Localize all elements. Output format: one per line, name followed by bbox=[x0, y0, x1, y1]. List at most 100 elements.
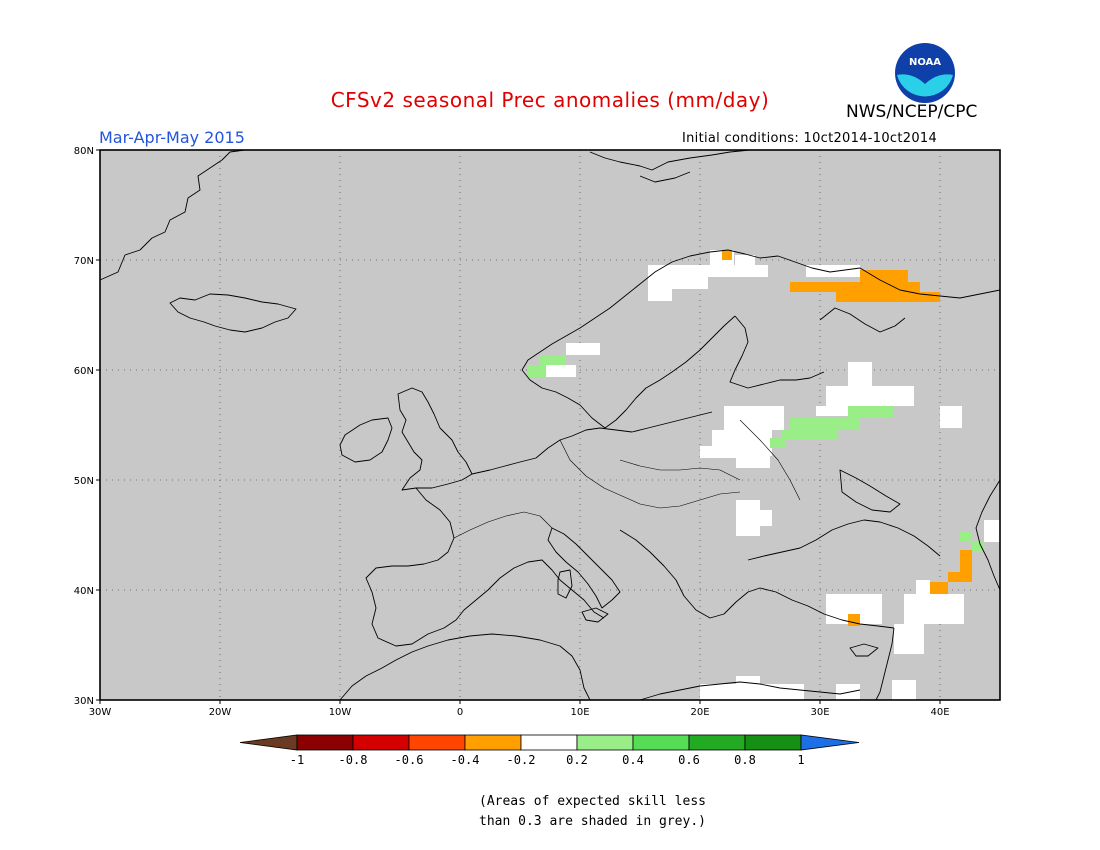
norway-coast bbox=[521, 249, 861, 371]
skill-note-line-1: (Areas of expected skill less bbox=[479, 794, 706, 809]
lon-tick-label: 30E bbox=[810, 707, 829, 718]
legend-label: -1 bbox=[290, 753, 304, 767]
balkans-turkey-coast bbox=[619, 529, 895, 629]
lat-tick-label: 50N bbox=[74, 476, 94, 487]
anomaly-cell bbox=[540, 355, 566, 365]
anomaly-cell bbox=[760, 510, 772, 526]
map-frame bbox=[99, 149, 1001, 701]
anomaly-cell bbox=[566, 343, 600, 355]
svalbard-coast bbox=[589, 149, 751, 171]
anomaly-cell bbox=[528, 365, 546, 377]
kola-coast bbox=[859, 267, 1001, 299]
cyprus-coast bbox=[849, 643, 879, 657]
anomaly-cell bbox=[848, 406, 894, 418]
anomaly-cell bbox=[782, 430, 838, 440]
baltic-south-coast bbox=[471, 411, 713, 475]
anomaly-cell bbox=[972, 542, 984, 552]
anomaly-cell bbox=[736, 500, 760, 536]
anomaly-cell bbox=[546, 365, 576, 377]
legend-label: 0.2 bbox=[566, 753, 588, 767]
noaa-logo: NOAA bbox=[894, 42, 956, 104]
ukraine-border bbox=[739, 419, 801, 501]
legend-swatch bbox=[464, 734, 522, 751]
anomaly-cell bbox=[916, 580, 930, 594]
anomaly-cell bbox=[700, 446, 736, 458]
levant-coast bbox=[875, 627, 895, 701]
legend-label: 0.8 bbox=[734, 753, 756, 767]
lon-tick-label: 20W bbox=[209, 707, 232, 718]
anomaly-cell bbox=[648, 265, 768, 277]
legend-label: -0.2 bbox=[507, 753, 536, 767]
legend-swatch bbox=[576, 734, 634, 751]
iberia-france-coast bbox=[365, 487, 605, 647]
anomaly-cell bbox=[904, 594, 964, 624]
sardinia-coast bbox=[557, 569, 573, 599]
lon-tick-label: 30W bbox=[89, 707, 112, 718]
lon-tick-label: 20E bbox=[690, 707, 709, 718]
libya-egypt-coast bbox=[639, 681, 861, 701]
caspian-coast bbox=[975, 479, 1001, 591]
iceland-coast bbox=[169, 293, 297, 333]
legend-label: 1 bbox=[797, 753, 804, 767]
legend-swatch bbox=[296, 734, 354, 751]
anomaly-cell bbox=[860, 270, 908, 282]
chart-title: CFSv2 seasonal Prec anomalies (mm/day) bbox=[330, 88, 770, 112]
legend-swatch bbox=[352, 734, 410, 751]
legend-high-arrow bbox=[800, 734, 860, 751]
sweden-coast bbox=[521, 315, 736, 429]
forecast-period: Mar-Apr-May 2015 bbox=[99, 128, 245, 147]
lat-tick-label: 30N bbox=[74, 696, 94, 707]
legend-label: -0.8 bbox=[339, 753, 368, 767]
anomaly-cell bbox=[926, 582, 948, 594]
legend-swatch bbox=[408, 734, 466, 751]
anomaly-cell bbox=[960, 550, 972, 572]
italy-coast bbox=[547, 527, 621, 609]
north-africa-coast bbox=[339, 633, 591, 701]
anomaly-cell bbox=[892, 680, 916, 700]
legend-low-arrow bbox=[239, 734, 298, 751]
france-border bbox=[453, 511, 553, 539]
lat-tick-label: 80N bbox=[74, 146, 94, 157]
anomaly-cell bbox=[816, 406, 848, 416]
lon-tick-label: 40E bbox=[930, 707, 949, 718]
lon-tick-label: 0 bbox=[457, 707, 463, 718]
anomaly-cell bbox=[735, 255, 755, 265]
legend-label: 0.4 bbox=[622, 753, 644, 767]
anomaly-cell bbox=[960, 532, 972, 542]
lat-tick-label: 40N bbox=[74, 586, 94, 597]
legend-swatch bbox=[688, 734, 746, 751]
initial-conditions: Initial conditions: 10ct2014-10ct2014 bbox=[682, 131, 938, 146]
sicily-coast bbox=[581, 607, 609, 623]
anomaly-cell bbox=[722, 250, 732, 260]
anomaly-cell bbox=[736, 676, 760, 684]
finland-coast bbox=[729, 315, 825, 389]
white-sea-coast bbox=[819, 307, 906, 333]
anomaly-cell bbox=[806, 265, 860, 277]
skill-note-line-2: than 0.3 are shaded in grey.) bbox=[479, 814, 706, 829]
logo-text: NOAA bbox=[909, 57, 941, 68]
anomaly-cell bbox=[826, 386, 914, 406]
anomaly-cell bbox=[790, 282, 920, 292]
greenland-coast bbox=[99, 149, 246, 281]
legend-label: -0.4 bbox=[451, 753, 480, 767]
anomaly-cell bbox=[648, 289, 672, 301]
legend-swatch bbox=[744, 734, 802, 751]
legend-label: 0.6 bbox=[678, 753, 700, 767]
anomaly-cell bbox=[648, 277, 708, 289]
lat-tick-label: 60N bbox=[74, 366, 94, 377]
legend-swatch bbox=[632, 734, 690, 751]
anomaly-shading bbox=[528, 250, 1000, 700]
anomaly-cell bbox=[770, 438, 786, 448]
central-europe-border bbox=[559, 439, 741, 509]
agency-label: NWS/NCEP/CPC bbox=[846, 102, 978, 122]
anomaly-cell bbox=[736, 456, 770, 468]
anomaly-cell bbox=[984, 520, 1000, 542]
lon-tick-label: 10W bbox=[329, 707, 352, 718]
anomaly-cell bbox=[724, 406, 784, 430]
anomaly-cell bbox=[836, 292, 940, 302]
black-sea-coast bbox=[747, 519, 941, 561]
coastlines bbox=[99, 149, 1001, 701]
britain-coast bbox=[397, 387, 473, 491]
